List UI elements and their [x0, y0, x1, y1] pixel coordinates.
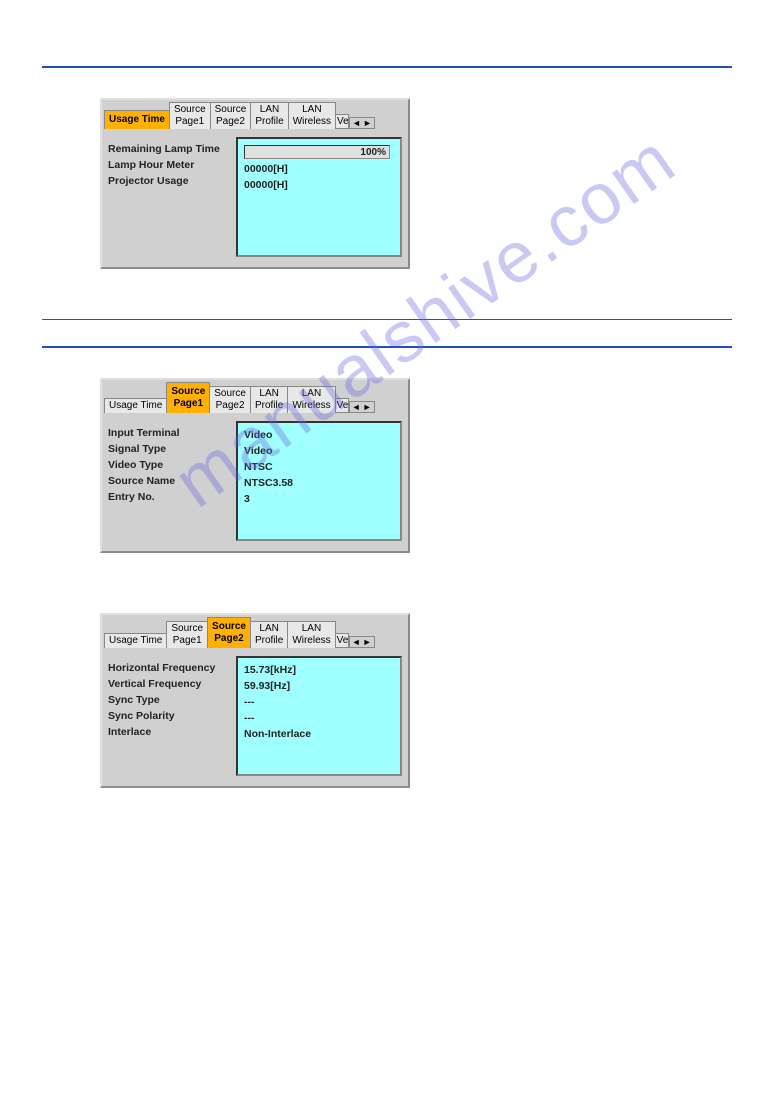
tab-lan-profile[interactable]: LANProfile [250, 386, 288, 413]
tab-lan-wireless[interactable]: LANWireless [287, 621, 335, 648]
label-video-type: Video Type [108, 457, 236, 473]
tab-source-page1[interactable]: SourcePage1 [166, 621, 208, 648]
value-source-name: NTSC3.58 [244, 475, 394, 491]
label-interlace: Interlace [108, 724, 236, 740]
progress-bar: 100% [244, 145, 390, 159]
value-remaining-lamp: 100% [244, 143, 394, 161]
label-lamp-hour: Lamp Hour Meter [108, 157, 236, 173]
label-signal-type: Signal Type [108, 441, 236, 457]
dialog-source-page1: Usage Time SourcePage1 SourcePage2 LANPr… [100, 378, 410, 553]
tab-lan-wireless[interactable]: LANWireless [287, 386, 335, 413]
tab-usage-time[interactable]: Usage Time [104, 633, 167, 648]
tab-bar: Usage Time SourcePage1 SourcePage2 LANPr… [102, 380, 408, 413]
value-v-freq: 59.93[Hz] [244, 678, 394, 694]
tab-source-page1[interactable]: SourcePage1 [169, 102, 211, 129]
tab-lan-wireless[interactable]: LANWireless [288, 102, 336, 129]
tab-scroll-arrows[interactable]: ◄► [349, 117, 375, 129]
dialog-source-page2: Usage Time SourcePage1 SourcePage2 LANPr… [100, 613, 410, 788]
label-remaining-lamp: Remaining Lamp Time [108, 141, 236, 157]
tab-source-page2[interactable]: SourcePage2 [207, 617, 251, 648]
dialog-usage-time: Usage Time SourcePage1 SourcePage2 LANPr… [100, 98, 410, 269]
value-video-type: NTSC [244, 459, 394, 475]
section-source-page1: Usage Time SourcePage1 SourcePage2 LANPr… [100, 348, 774, 603]
value-lamp-hour: 00000[H] [244, 161, 394, 177]
tab-bar: Usage Time SourcePage1 SourcePage2 LANPr… [102, 615, 408, 648]
label-v-freq: Vertical Frequency [108, 676, 236, 692]
arrow-right-icon: ► [362, 402, 373, 412]
tab-bar: Usage Time SourcePage1 SourcePage2 LANPr… [102, 100, 408, 129]
tab-partial[interactable]: Ve [335, 114, 349, 129]
tab-usage-time[interactable]: Usage Time [104, 398, 167, 413]
tab-lan-profile[interactable]: LANProfile [250, 102, 288, 129]
arrow-right-icon: ► [362, 118, 373, 128]
tab-source-page2[interactable]: SourcePage2 [209, 386, 251, 413]
arrow-left-icon: ◄ [351, 118, 362, 128]
arrow-right-icon: ► [362, 637, 373, 647]
value-h-freq: 15.73[kHz] [244, 662, 394, 678]
tab-partial[interactable]: Ve [335, 633, 349, 648]
tab-partial[interactable]: Ve [335, 398, 349, 413]
value-interlace: Non-Interlace [244, 726, 394, 742]
value-entry-no: 3 [244, 491, 394, 507]
tab-source-page2[interactable]: SourcePage2 [210, 102, 252, 129]
tab-usage-time[interactable]: Usage Time [104, 110, 170, 129]
labels-column: Input Terminal Signal Type Video Type So… [108, 421, 236, 541]
label-input-terminal: Input Terminal [108, 425, 236, 441]
value-sync-polarity: --- [244, 710, 394, 726]
tab-lan-profile[interactable]: LANProfile [250, 621, 288, 648]
tab-scroll-arrows[interactable]: ◄► [349, 636, 375, 648]
label-sync-type: Sync Type [108, 692, 236, 708]
labels-column: Horizontal Frequency Vertical Frequency … [108, 656, 236, 776]
arrow-left-icon: ◄ [351, 637, 362, 647]
values-panel: 100% 00000[H] 00000[H] [236, 137, 402, 257]
tab-source-page1[interactable]: SourcePage1 [166, 382, 210, 413]
values-panel: Video Video NTSC NTSC3.58 3 [236, 421, 402, 541]
label-source-name: Source Name [108, 473, 236, 489]
tab-scroll-arrows[interactable]: ◄► [349, 401, 375, 413]
value-sync-type: --- [244, 694, 394, 710]
labels-column: Remaining Lamp Time Lamp Hour Meter Proj… [108, 137, 236, 257]
value-signal-type: Video [244, 443, 394, 459]
value-projector-usage: 00000[H] [244, 177, 394, 193]
value-input-terminal: Video [244, 427, 394, 443]
label-sync-polarity: Sync Polarity [108, 708, 236, 724]
values-panel: 15.73[kHz] 59.93[Hz] --- --- Non-Interla… [236, 656, 402, 776]
arrow-left-icon: ◄ [351, 402, 362, 412]
label-entry-no: Entry No. [108, 489, 236, 505]
label-projector-usage: Projector Usage [108, 173, 236, 189]
section-source-page2: Usage Time SourcePage1 SourcePage2 LANPr… [100, 603, 774, 838]
label-h-freq: Horizontal Frequency [108, 660, 236, 676]
section-usage-time: Usage Time SourcePage1 SourcePage2 LANPr… [100, 68, 774, 319]
